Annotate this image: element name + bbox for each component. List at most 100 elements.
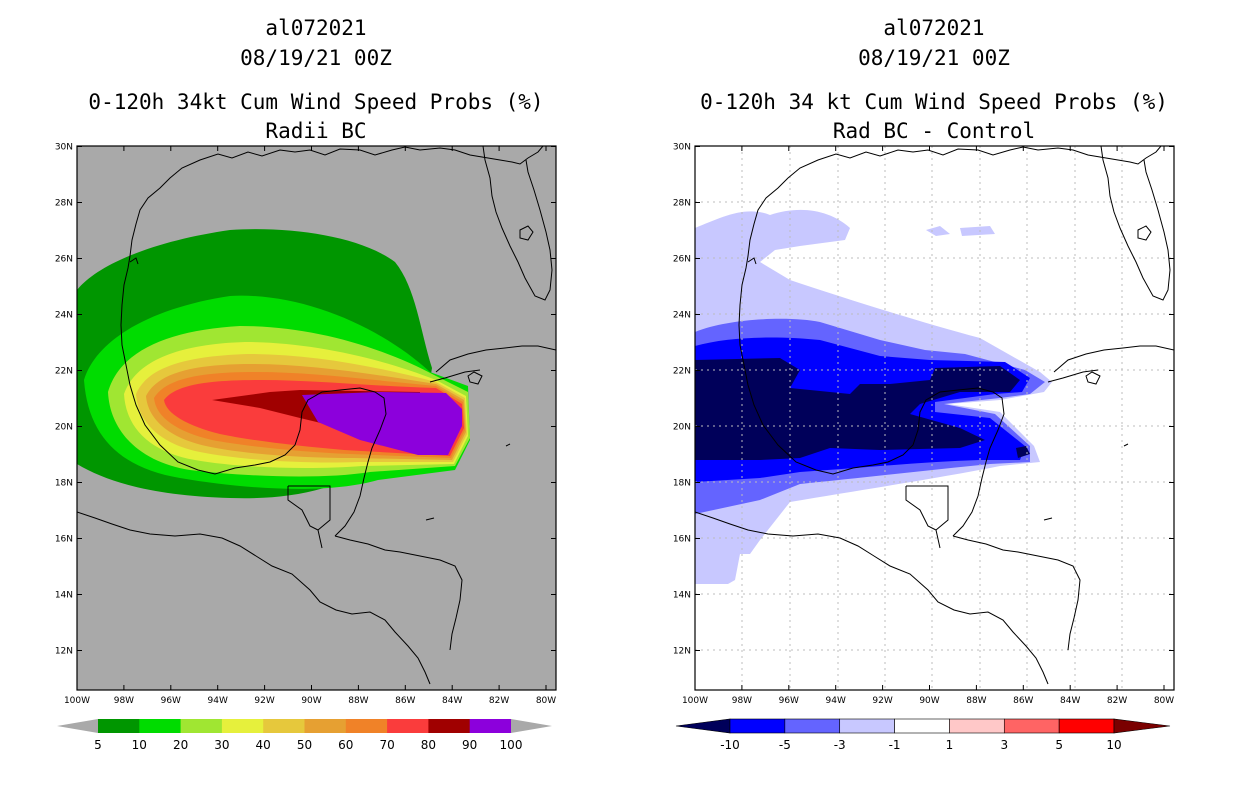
right-colorbar-swatch (1003, 718, 1060, 734)
left-map: 30N 28N 26N 24N 22N 20N 18N 16N 14N 12N 100W 98W 96W… (55, 143, 557, 752)
left-map-frame (76, 145, 557, 691)
left-colorbar-swatch (387, 719, 429, 733)
left-lon-label: 92W (254, 696, 274, 706)
right-axis-ticks: 30N 28N 26N 24N 22N 20N 18N 16N 14N 12N 100W 98W 96W… (673, 143, 1174, 707)
left-lon-label: 88W (348, 696, 368, 706)
left-colorbar: 5 10 20 30 40 50 60 70 80 90 100 (57, 719, 552, 752)
right-title: 0-120h 34 kt Cum Wind Speed Probs (%) (700, 90, 1168, 114)
right-colorbar-label: -3 (834, 738, 846, 752)
right-storm-id: al072021 (883, 16, 985, 40)
left-colorbar-label: 30 (214, 738, 229, 752)
right-lon-label: 82W (1107, 696, 1127, 706)
right-lat-label: 20N (673, 423, 691, 433)
right-lat-label: 24N (673, 311, 691, 321)
right-lon-label: 92W (872, 696, 892, 706)
right-colorbar-swatch (1058, 718, 1115, 734)
right-colorbar-swatch (784, 718, 841, 734)
right-colorbar-high-arrow (1113, 718, 1171, 734)
right-colorbar-swatch (949, 718, 1005, 734)
right-colorbar: -10 -5 -3 -1 1 3 5 10 (675, 718, 1171, 752)
left-colorbar-label: 40 (256, 738, 271, 752)
right-lon-label: 94W (826, 696, 846, 706)
left-lon-label: 84W (442, 696, 462, 706)
left-lon-label: 86W (395, 696, 415, 706)
right-colorbar-swatch (839, 718, 895, 734)
left-probability-contours (77, 229, 470, 499)
left-colorbar-swatch (469, 719, 512, 733)
left-colorbar-label: 90 (462, 738, 477, 752)
right-subtitle: Rad BC - Control (832, 119, 1036, 143)
right-lon-label: 88W (966, 696, 986, 706)
left-colorbar-label: 70 (379, 738, 394, 752)
left-colorbar-high-arrow (511, 719, 552, 733)
left-colorbar-label: 20 (173, 738, 188, 752)
right-lon-label: 90W (919, 696, 939, 706)
right-colorbar-label: 5 (1055, 738, 1063, 752)
right-lat-label: 30N (673, 143, 691, 153)
right-lat-label: 22N (673, 367, 691, 377)
left-lon-label: 100W (64, 696, 90, 706)
right-lat-label: 16N (673, 535, 691, 545)
left-colorbar-label: 10 (132, 738, 147, 752)
right-colorbar-swatch (894, 718, 950, 734)
left-lon-label: 98W (114, 696, 134, 706)
left-colorbar-swatch (345, 719, 388, 733)
right-map: 30N 28N 26N 24N 22N 20N 18N 16N 14N 12N 100W 98W 96W… (673, 143, 1175, 752)
right-colorbar-label: -5 (779, 738, 791, 752)
left-lat-label: 26N (55, 255, 73, 265)
right-lon-label: 86W (1013, 696, 1033, 706)
right-map-frame (694, 145, 1175, 691)
left-colorbar-label: 100 (500, 738, 523, 752)
left-axis-ticks: 30N 28N 26N 24N 22N 20N 18N 16N 14N 12N 100W 98W 96W… (55, 143, 556, 707)
left-lon-label: 94W (208, 696, 228, 706)
right-colorbar-label: -1 (889, 738, 901, 752)
left-colorbar-label: 80 (421, 738, 436, 752)
right-lat-label: 18N (673, 479, 691, 489)
left-title: 0-120h 34kt Cum Wind Speed Probs (%) (88, 90, 544, 114)
left-lat-label: 28N (55, 199, 73, 209)
right-colorbar-label: 1 (946, 738, 954, 752)
right-colorbar-label: -10 (720, 738, 740, 752)
left-colorbar-label: 50 (297, 738, 312, 752)
left-colorbar-low-arrow (57, 719, 98, 733)
right-lon-label: 80W (1154, 696, 1174, 706)
right-lon-label: 100W (682, 696, 708, 706)
left-datetime: 08/19/21 00Z (240, 46, 392, 70)
right-colorbar-label: 10 (1106, 738, 1121, 752)
right-lat-label: 12N (673, 647, 691, 657)
left-colorbar-swatch (221, 719, 264, 733)
left-subtitle: Radii BC (265, 119, 367, 143)
right-gridlines (695, 146, 1174, 690)
left-lat-label: 18N (55, 479, 73, 489)
left-lat-label: 20N (55, 423, 73, 433)
right-lat-label: 26N (673, 255, 691, 265)
left-colorbar-label: 5 (94, 738, 102, 752)
right-lat-label: 14N (673, 591, 691, 601)
left-lon-label: 82W (489, 696, 509, 706)
left-lon-label: 80W (536, 696, 556, 706)
left-lat-label: 16N (55, 535, 73, 545)
left-colorbar-swatch (428, 719, 471, 733)
right-colorbar-low-arrow (675, 718, 731, 734)
right-lon-label: 98W (732, 696, 752, 706)
left-colorbar-swatch (98, 719, 140, 733)
left-lon-label: 90W (301, 696, 321, 706)
left-colorbar-swatch (304, 719, 347, 733)
left-lat-label: 22N (55, 367, 73, 377)
right-lon-label: 84W (1060, 696, 1080, 706)
right-lat-label: 28N (673, 199, 691, 209)
right-lon-label: 96W (779, 696, 799, 706)
left-colorbar-swatch (180, 719, 223, 733)
left-lat-label: 14N (55, 591, 73, 601)
left-lat-label: 30N (55, 143, 73, 153)
left-lat-label: 24N (55, 311, 73, 321)
right-colorbar-label: 3 (1000, 738, 1008, 752)
right-datetime: 08/19/21 00Z (858, 46, 1010, 70)
left-lat-label: 12N (55, 647, 73, 657)
left-colorbar-label: 60 (338, 738, 353, 752)
left-colorbar-swatch (263, 719, 305, 733)
left-lon-label: 96W (161, 696, 181, 706)
right-colorbar-swatch (729, 718, 786, 734)
left-storm-id: al072021 (265, 16, 367, 40)
